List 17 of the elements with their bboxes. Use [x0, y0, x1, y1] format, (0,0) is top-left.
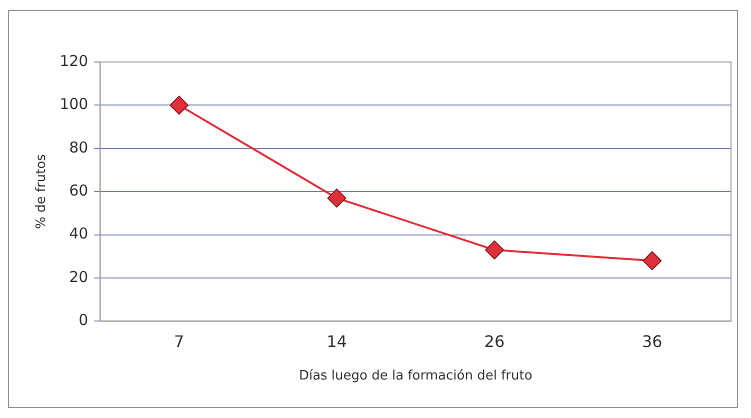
x-tick-label: 7	[174, 332, 184, 351]
y-tick-label: 0	[78, 311, 88, 330]
y-tick-label: 60	[69, 181, 88, 200]
x-tick-label: 26	[484, 332, 505, 351]
x-axis-title: Días luego de la formación del fruto	[298, 368, 532, 384]
point	[484, 240, 504, 260]
y-tick-label: 100	[60, 95, 88, 114]
y-axis-title: % de frutos	[34, 154, 50, 230]
y-tick-label: 120	[60, 52, 88, 70]
y-tick-label: 20	[69, 268, 88, 286]
y-tick-label: 40	[69, 224, 88, 243]
point	[170, 96, 189, 115]
x-tick-label: 36	[642, 332, 662, 351]
point	[327, 188, 346, 208]
x-tick-label: 14	[326, 332, 347, 351]
point	[642, 251, 662, 270]
y-tick-label: 80	[69, 138, 88, 156]
